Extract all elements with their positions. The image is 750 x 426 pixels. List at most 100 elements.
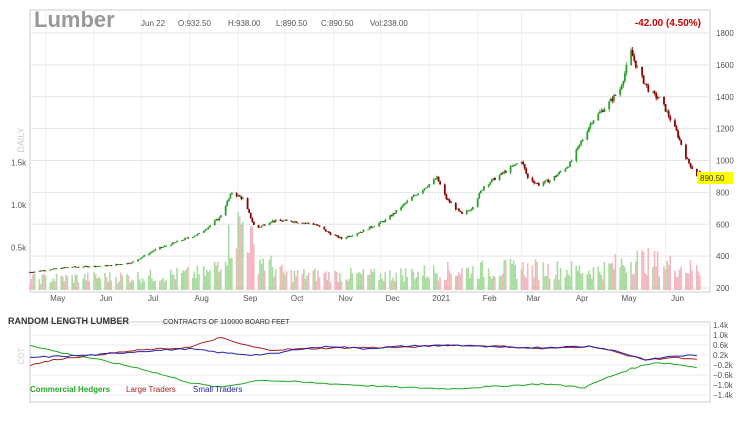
candle-body [334, 234, 337, 236]
volume-bar [296, 270, 299, 290]
candle-body [335, 235, 338, 237]
candle-body [32, 272, 35, 273]
volume-bar [371, 272, 374, 290]
volume-bar [406, 276, 408, 290]
candle-body [653, 91, 656, 94]
volume-bar [182, 270, 185, 290]
volume-bar [547, 263, 549, 290]
volume-bar [306, 275, 308, 290]
volume-bar [558, 279, 560, 290]
volume-bar [193, 271, 196, 290]
volume-bar [350, 268, 352, 290]
candle-body [597, 113, 600, 121]
volume-bar [515, 278, 518, 290]
candle-body [447, 199, 449, 200]
candle-body [270, 222, 272, 224]
candle-body [55, 268, 58, 270]
volume-bar [608, 263, 610, 290]
volume-bar [271, 267, 274, 290]
volume-bar [468, 278, 471, 290]
volume-bar [160, 279, 163, 290]
volume-bar [401, 275, 404, 290]
volume-bar [663, 266, 665, 290]
candle-body [345, 237, 348, 239]
volume-bar [553, 279, 556, 290]
volume-bar [428, 278, 430, 290]
volume-bar [479, 262, 482, 290]
candle-body [151, 251, 154, 253]
candle-body [292, 221, 294, 223]
candle-body [143, 255, 146, 257]
volume-bar [614, 254, 617, 290]
candle-body [623, 73, 626, 82]
volume-bar [82, 279, 84, 290]
volume-y-tick-label: 1.5k [11, 159, 27, 168]
candle-body [104, 265, 107, 267]
volume-bar [346, 280, 349, 290]
volume-bar [395, 272, 398, 290]
volume-bar [41, 274, 44, 290]
volume-bar [523, 275, 526, 290]
candle-body [414, 195, 416, 196]
x-tick-label: 2021 [432, 294, 450, 303]
candle-body [296, 222, 299, 224]
candle-body [66, 267, 69, 269]
cot-y-tick-label: −0.2k [713, 361, 734, 370]
volume-bar [185, 269, 188, 290]
volume-bar [238, 216, 241, 290]
candle-body [436, 176, 438, 180]
volume-bar [666, 260, 668, 290]
volume-bar [49, 282, 52, 290]
cot-y-axis: 1.4k1.0k0.6k0.2k−0.2k−0.6k−1.0k−1.4k [713, 321, 734, 400]
volume-bar [285, 271, 288, 290]
volume-bar [63, 281, 66, 290]
candle-body [279, 219, 282, 221]
volume-bar [227, 224, 230, 290]
volume-bar [33, 273, 36, 290]
candle-body [357, 232, 360, 234]
candle-body [378, 223, 380, 227]
volume-bar [108, 272, 111, 290]
volume-bar [118, 281, 120, 290]
candle-body [99, 266, 102, 267]
candle-body [295, 221, 298, 223]
volume-bar [149, 269, 152, 290]
volume-bar [450, 273, 452, 290]
candle-body [667, 111, 670, 117]
volume-y-axis: 0.5k 1.0k 1.5k [11, 159, 27, 253]
candle-body [400, 207, 402, 210]
volume-bar [282, 271, 285, 290]
legend-small-traders: Small Traders [193, 385, 242, 394]
candle-body [432, 179, 435, 185]
volume-bar [162, 278, 164, 290]
candle-body [461, 211, 463, 214]
candle-body [547, 179, 550, 183]
candle-body [329, 232, 332, 235]
volume-bar [284, 275, 286, 290]
volume-bar [71, 275, 73, 290]
volume-bar [110, 280, 113, 290]
volume-bar [337, 282, 340, 290]
volume-bar [207, 272, 210, 290]
candle-body [248, 209, 251, 213]
candle-body [458, 208, 460, 211]
volume-bar [476, 278, 479, 290]
volume-bar [97, 276, 100, 290]
volume-bar [569, 276, 571, 290]
volume-bar [180, 273, 183, 290]
x-tick-label: May [621, 294, 636, 303]
candle-body [71, 267, 74, 269]
candle-body [83, 265, 86, 267]
volume-bar [104, 273, 106, 290]
candle-body [522, 161, 525, 165]
volume-bar [545, 276, 548, 290]
volume-bar [487, 268, 490, 290]
volume-bar [249, 226, 252, 290]
candle-body [237, 195, 240, 197]
candle-body [677, 130, 679, 138]
candle-body [600, 110, 603, 112]
candle-body [509, 166, 512, 173]
volume-bar [555, 275, 557, 290]
volume-bar [459, 274, 462, 290]
